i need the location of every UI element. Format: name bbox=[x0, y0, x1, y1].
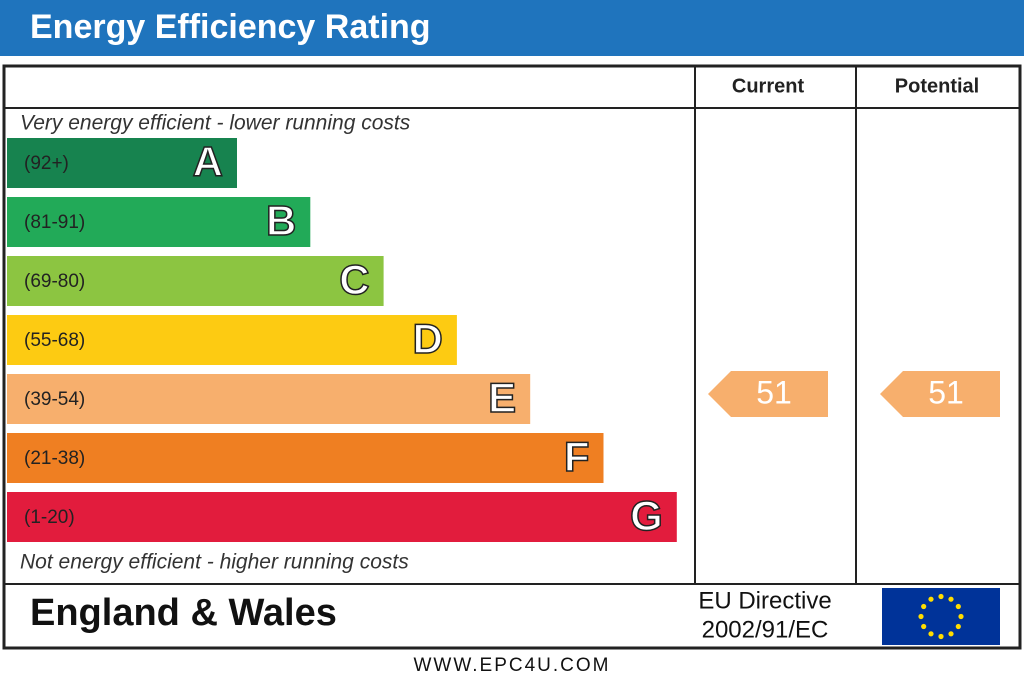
title: Energy Efficiency Rating bbox=[30, 8, 431, 46]
directive: EU Directive bbox=[698, 587, 831, 614]
star bbox=[921, 603, 927, 610]
star bbox=[948, 596, 954, 602]
band-bar bbox=[7, 256, 384, 306]
star bbox=[928, 631, 934, 637]
band-range: (55-68) bbox=[24, 330, 85, 351]
rating-arrow bbox=[708, 371, 828, 417]
band-bar bbox=[7, 374, 531, 424]
website: WWW.EPC4U.COM bbox=[414, 655, 611, 676]
band-range: (21-38) bbox=[24, 448, 85, 469]
band-bar bbox=[7, 492, 677, 542]
star bbox=[958, 613, 964, 620]
band-bar bbox=[7, 315, 457, 365]
region: England & Wales bbox=[30, 592, 337, 634]
top-note: Very energy efficient - lower running co… bbox=[20, 112, 411, 135]
rating-arrow bbox=[880, 371, 1000, 417]
star bbox=[938, 633, 944, 640]
band-bar bbox=[7, 197, 311, 247]
star bbox=[948, 631, 954, 637]
star bbox=[938, 593, 944, 600]
band-range: (69-80) bbox=[24, 271, 85, 292]
star bbox=[955, 623, 961, 630]
band-letter: B bbox=[266, 197, 296, 244]
band-range: (39-54) bbox=[24, 389, 85, 410]
column-header: Potential bbox=[895, 75, 979, 97]
band-bar bbox=[7, 138, 237, 188]
star bbox=[921, 623, 927, 630]
band-letter: G bbox=[630, 492, 663, 539]
band-letter: E bbox=[488, 374, 516, 421]
title-bar bbox=[0, 0, 1024, 56]
frame bbox=[2, 64, 1022, 650]
column-header: Current bbox=[732, 75, 805, 97]
band-bar bbox=[7, 433, 604, 483]
band-range: (1-20) bbox=[24, 507, 75, 528]
band-letter: D bbox=[413, 315, 443, 362]
band-letter: F bbox=[564, 433, 590, 480]
star bbox=[918, 613, 924, 620]
eu-stars bbox=[918, 593, 964, 640]
bottom-note: Not energy efficient - higher running co… bbox=[20, 551, 409, 574]
rating-value: 51 bbox=[756, 374, 792, 410]
directive: 2002/91/EC bbox=[702, 616, 829, 643]
star bbox=[928, 596, 934, 602]
rating-value: 51 bbox=[928, 374, 964, 410]
band-letter: A bbox=[193, 138, 223, 185]
band-range: (92+) bbox=[24, 153, 69, 174]
band-range: (81-91) bbox=[24, 212, 85, 233]
band-letter: C bbox=[339, 256, 369, 303]
star bbox=[955, 603, 961, 610]
